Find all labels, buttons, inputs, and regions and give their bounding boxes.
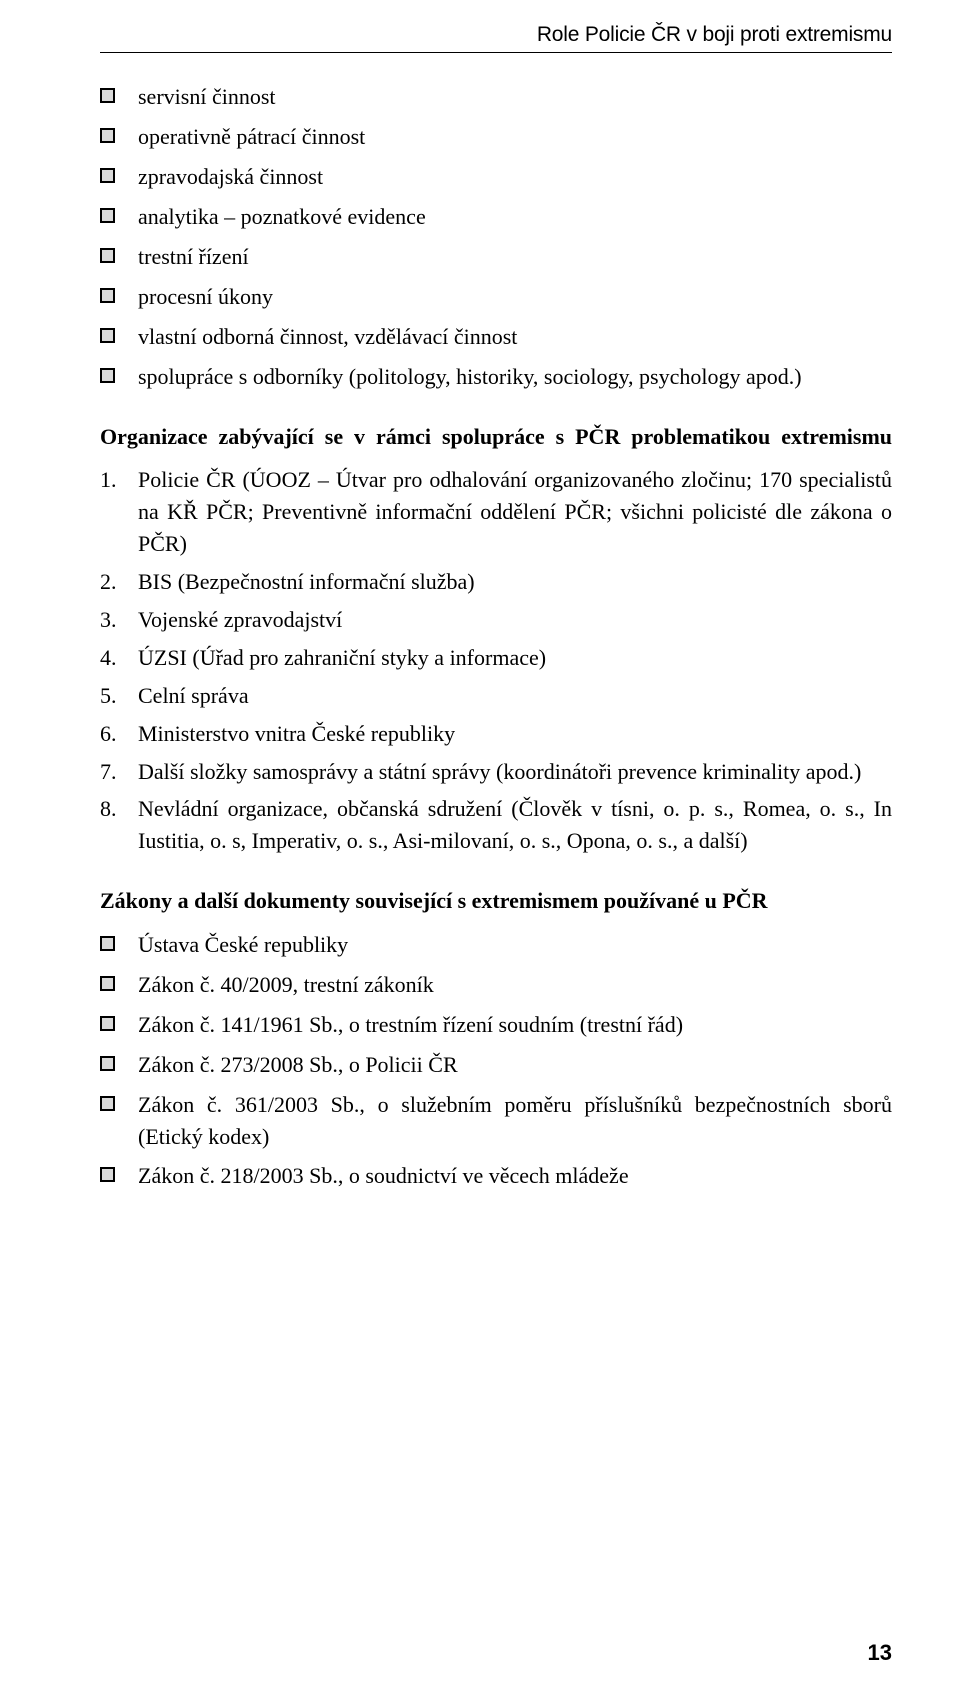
- square-bullet-icon: [100, 128, 115, 143]
- list-item: Zákon č. 273/2008 Sb., o Policii ČR: [100, 1049, 892, 1081]
- list-item-text: Vojenské zpravodajství: [138, 607, 342, 632]
- list-item: Zákon č. 218/2003 Sb., o soudnictví ve v…: [100, 1160, 892, 1192]
- top-bullet-list: servisní činnost operativně pátrací činn…: [100, 81, 892, 392]
- list-item-text: BIS (Bezpečnostní informační služba): [138, 569, 475, 594]
- square-bullet-icon: [100, 976, 115, 991]
- list-item: spolupráce s odborníky (politology, hist…: [100, 361, 892, 393]
- list-item-text: Ministerstvo vnitra České republiky: [138, 721, 455, 746]
- list-item-text: Nevládní organizace, občanská sdružení (…: [138, 796, 892, 853]
- header-rule: [100, 52, 892, 53]
- organizations-section: Organizace zabývající se v rámci spolupr…: [100, 421, 892, 858]
- list-item: procesní úkony: [100, 281, 892, 313]
- list-item-text: spolupráce s odborníky (politology, hist…: [138, 364, 802, 389]
- section-heading: Organizace zabývající se v rámci spolupr…: [100, 421, 892, 453]
- list-item-text: analytika – poznatkové evidence: [138, 204, 426, 229]
- list-item: Vojenské zpravodajství: [100, 604, 892, 636]
- list-item-text: Zákon č. 273/2008 Sb., o Policii ČR: [138, 1052, 458, 1077]
- list-item: Zákon č. 361/2003 Sb., o služebním poměr…: [100, 1089, 892, 1153]
- square-bullet-icon: [100, 1167, 115, 1182]
- square-bullet-icon: [100, 208, 115, 223]
- list-item: vlastní odborná činnost, vzdělávací činn…: [100, 321, 892, 353]
- list-item-text: operativně pátrací činnost: [138, 124, 365, 149]
- list-item-text: zpravodajská činnost: [138, 164, 323, 189]
- page-number: 13: [868, 1637, 892, 1669]
- square-bullet-icon: [100, 936, 115, 951]
- list-item: trestní řízení: [100, 241, 892, 273]
- list-item: analytika – poznatkové evidence: [100, 201, 892, 233]
- top-bullet-section: servisní činnost operativně pátrací činn…: [100, 81, 892, 392]
- list-item-text: Celní správa: [138, 683, 249, 708]
- list-item: Další složky samosprávy a státní správy …: [100, 756, 892, 788]
- running-head: Role Policie ČR v boji proti extremismu: [100, 20, 892, 52]
- list-item-text: trestní řízení: [138, 244, 249, 269]
- list-item-text: Další složky samosprávy a státní správy …: [138, 759, 861, 784]
- list-item: BIS (Bezpečnostní informační služba): [100, 566, 892, 598]
- list-item-text: Zákon č. 40/2009, trestní zákoník: [138, 972, 434, 997]
- square-bullet-icon: [100, 88, 115, 103]
- list-item: Celní správa: [100, 680, 892, 712]
- square-bullet-icon: [100, 288, 115, 303]
- list-item: Zákon č. 141/1961 Sb., o trestním řízení…: [100, 1009, 892, 1041]
- list-item-text: Policie ČR (ÚOOZ – Útvar pro odhalování …: [138, 467, 892, 556]
- list-item-text: Zákon č. 361/2003 Sb., o služebním poměr…: [138, 1092, 892, 1149]
- list-item-text: Ústava České republiky: [138, 932, 348, 957]
- list-item: Ústava České republiky: [100, 929, 892, 961]
- section-heading: Zákony a další dokumenty související s e…: [100, 885, 892, 917]
- list-item: Policie ČR (ÚOOZ – Útvar pro odhalování …: [100, 464, 892, 560]
- list-item: Ministerstvo vnitra České republiky: [100, 718, 892, 750]
- square-bullet-icon: [100, 1056, 115, 1071]
- page-header: Role Policie ČR v boji proti extremismu: [100, 20, 892, 53]
- square-bullet-icon: [100, 368, 115, 383]
- square-bullet-icon: [100, 168, 115, 183]
- laws-bullet-list: Ústava České republiky Zákon č. 40/2009,…: [100, 929, 892, 1192]
- square-bullet-icon: [100, 328, 115, 343]
- list-item: Nevládní organizace, občanská sdružení (…: [100, 793, 892, 857]
- list-item-text: vlastní odborná činnost, vzdělávací činn…: [138, 324, 517, 349]
- list-item: operativně pátrací činnost: [100, 121, 892, 153]
- list-item-text: Zákon č. 141/1961 Sb., o trestním řízení…: [138, 1012, 683, 1037]
- square-bullet-icon: [100, 248, 115, 263]
- list-item-text: ÚZSI (Úřad pro zahraniční styky a inform…: [138, 645, 546, 670]
- list-item: zpravodajská činnost: [100, 161, 892, 193]
- list-item: Zákon č. 40/2009, trestní zákoník: [100, 969, 892, 1001]
- laws-section: Zákony a další dokumenty související s e…: [100, 885, 892, 1192]
- list-item: ÚZSI (Úřad pro zahraniční styky a inform…: [100, 642, 892, 674]
- list-item-text: Zákon č. 218/2003 Sb., o soudnictví ve v…: [138, 1163, 629, 1188]
- list-item-text: servisní činnost: [138, 84, 276, 109]
- list-item: servisní činnost: [100, 81, 892, 113]
- square-bullet-icon: [100, 1016, 115, 1031]
- list-item-text: procesní úkony: [138, 284, 273, 309]
- square-bullet-icon: [100, 1096, 115, 1111]
- numbered-list: Policie ČR (ÚOOZ – Útvar pro odhalování …: [100, 464, 892, 857]
